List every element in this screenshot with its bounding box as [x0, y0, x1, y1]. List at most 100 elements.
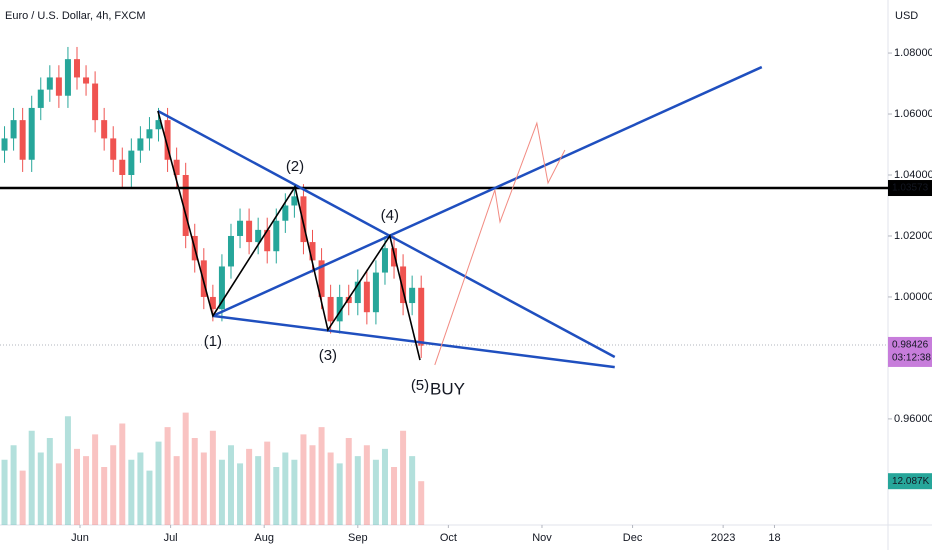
- volume-bar: [146, 470, 153, 525]
- volume-bar: [173, 456, 180, 525]
- candle-body: [354, 281, 361, 304]
- wave-label: (5): [411, 377, 429, 394]
- volume-bar: [291, 459, 298, 525]
- candle-body: [28, 107, 35, 160]
- candle-body: [309, 242, 316, 261]
- candle-body: [173, 159, 180, 175]
- candle-body: [200, 260, 207, 297]
- candle-body: [128, 150, 135, 175]
- volume-bar: [282, 452, 289, 525]
- candle-body: [110, 138, 117, 160]
- y-tick-label: 1.02000: [894, 230, 932, 242]
- volume-bar: [237, 463, 244, 525]
- volume-bar: [345, 438, 352, 525]
- volume-bar: [46, 438, 53, 525]
- countdown-label: 03:12:38: [892, 353, 931, 364]
- volume-bar: [164, 427, 171, 525]
- wave-line: [157, 110, 421, 361]
- wave-label: (3): [319, 347, 337, 364]
- volume-bar: [83, 456, 90, 525]
- current-price-box: [888, 336, 932, 367]
- candle-body: [119, 159, 126, 175]
- volume-bar: [409, 456, 416, 525]
- volume-bar: [381, 448, 388, 525]
- candle-body: [73, 59, 80, 78]
- candle-body: [273, 220, 280, 252]
- volume-bar: [19, 470, 26, 525]
- volume-bar: [73, 448, 80, 525]
- candle-body: [237, 220, 244, 236]
- plot: [0, 46, 888, 525]
- horizontal-line-box: [888, 180, 932, 197]
- wave-label: (2): [286, 158, 304, 175]
- horizontal-line-label: 1.03573: [892, 183, 929, 194]
- buy-label: BUY: [430, 380, 465, 399]
- trend-line: [157, 109, 616, 359]
- x-tick-label: Jun: [71, 532, 89, 544]
- volume-bar: [128, 459, 135, 525]
- candle-body: [101, 120, 108, 139]
- currency-label: USD: [895, 10, 918, 22]
- candle-body: [37, 89, 44, 108]
- volume-bar: [110, 445, 117, 525]
- x-tick-label: Aug: [254, 532, 274, 544]
- volume-bar: [37, 452, 44, 525]
- candle-body: [218, 266, 225, 310]
- y-tick-label: 1.06000: [894, 108, 932, 120]
- wave-label: (1): [204, 333, 222, 350]
- volume-bar: [92, 434, 99, 525]
- wave-label: (4): [381, 207, 399, 224]
- volume-bar: [400, 430, 407, 525]
- x-tick-label: Sep: [348, 532, 368, 544]
- candle-body: [64, 59, 71, 96]
- candle-body: [372, 272, 379, 313]
- y-tick-label: 1.00000: [894, 291, 932, 303]
- volume-bar: [64, 416, 71, 525]
- candle-body: [83, 77, 90, 84]
- volume-bar: [101, 467, 108, 525]
- x-tick-label: Dec: [623, 532, 643, 544]
- candle-body: [164, 120, 171, 160]
- candle-body: [46, 77, 53, 90]
- volume-bar: [300, 434, 307, 525]
- volume-bar: [255, 456, 262, 525]
- volume-bar: [1, 459, 8, 525]
- trend-line: [212, 314, 615, 369]
- x-tick-label: 2023: [711, 532, 735, 544]
- candle-body: [19, 120, 26, 160]
- candle-body: [209, 296, 216, 310]
- volume-box: [888, 473, 932, 490]
- volume-bar: [363, 445, 370, 525]
- x-tick-label: Jul: [164, 532, 178, 544]
- candle-body: [282, 205, 289, 221]
- volume-bar: [182, 412, 189, 525]
- volume-bar: [10, 445, 17, 525]
- volume-bar: [246, 448, 253, 525]
- candle-body: [381, 248, 388, 273]
- candle-body: [227, 235, 234, 267]
- candle-body: [300, 196, 307, 243]
- volume-bar: [372, 459, 379, 525]
- trend-line: [212, 65, 763, 317]
- volume-bar: [336, 463, 343, 525]
- volume-bar: [273, 467, 280, 525]
- candle-body: [55, 77, 62, 96]
- candle-body: [336, 296, 343, 322]
- candle-body: [10, 120, 17, 139]
- x-tick-label: 18: [768, 532, 780, 544]
- y-tick-label: 1.08000: [894, 47, 932, 59]
- volume-bar: [119, 423, 126, 525]
- candle-body: [391, 248, 398, 267]
- candle-body: [327, 296, 334, 322]
- candle-body: [418, 287, 425, 346]
- volume-bar: [418, 481, 425, 525]
- candle-body: [255, 229, 262, 243]
- volume-bar: [227, 445, 234, 525]
- chart-title: Euro / U.S. Dollar, 4h, FXCM: [5, 10, 146, 22]
- x-tick-label: Oct: [440, 532, 457, 544]
- volume-bar: [55, 463, 62, 525]
- candle-body: [137, 138, 144, 151]
- volume-bar: [391, 467, 398, 525]
- volume-bar: [327, 452, 334, 525]
- candle-body: [264, 229, 271, 252]
